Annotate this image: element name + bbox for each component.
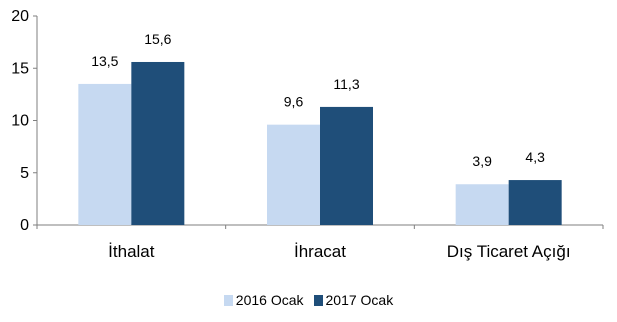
bar: [78, 83, 132, 225]
data-label: 13,5: [91, 53, 118, 69]
data-label: 9,6: [284, 94, 304, 110]
y-tick-label: 5: [20, 165, 29, 182]
legend-item-2016: 2016 Ocak: [223, 292, 304, 308]
category-label: İhracat: [294, 242, 346, 261]
legend-item-2017: 2017 Ocak: [313, 292, 394, 308]
y-tick-label: 20: [11, 8, 29, 25]
bar-chart: 0 5 10 15 20 13,5 15,6 İthalat 9,6 11,3 İhracat 3,…: [11, 8, 604, 261]
data-label: 15,6: [144, 31, 171, 47]
category-label: İthalat: [108, 242, 155, 261]
category-label: Dış Ticaret Açığı: [447, 242, 571, 261]
legend-label-2016: 2016 Ocak: [235, 292, 304, 308]
data-label: 3,9: [472, 153, 492, 169]
bar: [131, 61, 185, 226]
y-tick-label: 0: [20, 217, 29, 234]
chart-labels: 13,5 15,6 İthalat 9,6 11,3 İhracat 3,9 4,3 Dış T…: [91, 31, 570, 261]
chart-bars: [78, 61, 562, 226]
legend-swatch-2017: [313, 294, 323, 306]
y-tick-label: 10: [11, 113, 29, 130]
bar: [320, 106, 373, 225]
y-tick-label: 15: [11, 60, 29, 77]
legend-label-2017: 2017 Ocak: [325, 292, 394, 308]
data-label: 4,3: [525, 149, 545, 165]
bar: [508, 180, 562, 225]
data-label: 11,3: [333, 76, 359, 92]
bar: [267, 124, 320, 225]
legend-swatch-2016: [223, 294, 233, 306]
legend: 2016 Ocak 2017 Ocak: [0, 292, 617, 308]
bar: [455, 184, 509, 225]
